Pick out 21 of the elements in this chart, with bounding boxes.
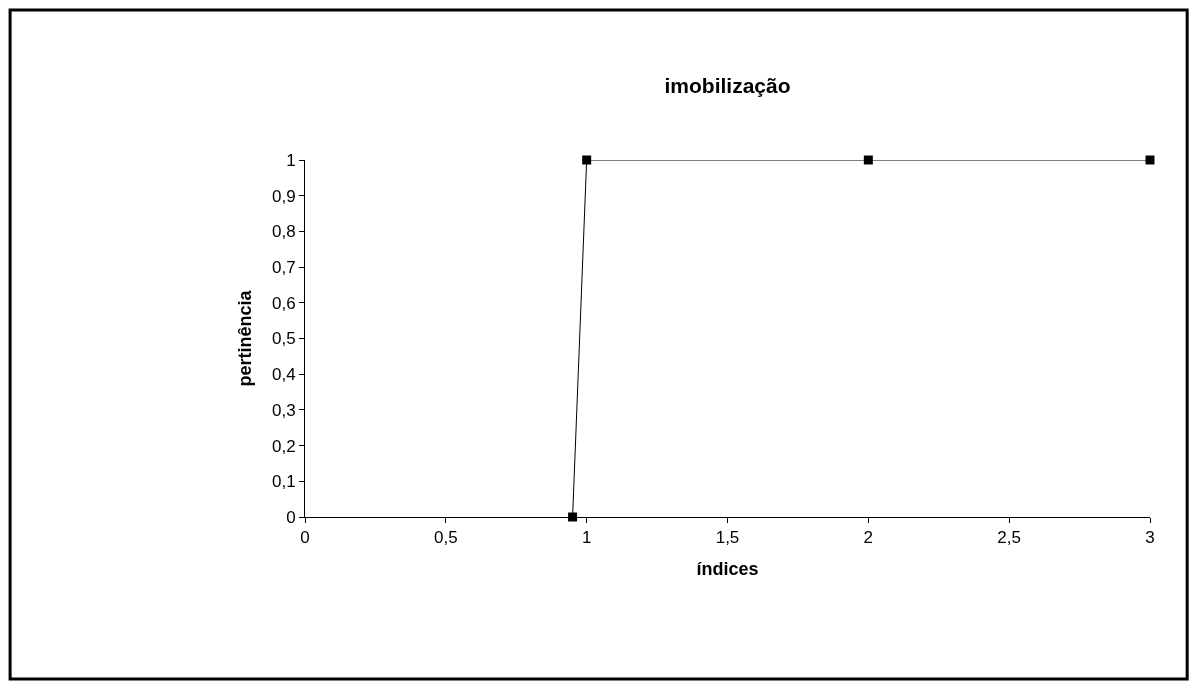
x-tick-label: 0,5	[434, 528, 458, 548]
y-axis-title: pertinência	[235, 289, 256, 387]
y-tick-label: 0,4	[271, 365, 296, 385]
y-tick-label: 0,3	[271, 400, 296, 420]
y-tick-label: 0,6	[271, 293, 296, 313]
y-tick-label: 0,7	[271, 258, 296, 278]
x-tick-label: 1	[581, 528, 592, 548]
y-tick-label: 0,9	[271, 186, 296, 206]
y-tick-label: 0	[286, 507, 296, 527]
y-tick-label: 0,2	[271, 436, 296, 456]
chart-title: imobilização	[664, 74, 791, 98]
x-axis-title: índices	[696, 558, 759, 579]
y-tick-label: 0,5	[271, 329, 296, 349]
x-tick-label: 1,5	[715, 528, 740, 548]
y-tick-label: 0,8	[271, 222, 296, 242]
y-tick-label: 0,1	[271, 472, 296, 492]
y-tick-label: 1	[286, 150, 296, 170]
x-tick-label: 2,5	[997, 528, 1021, 548]
x-tick-label: 3	[1145, 528, 1155, 548]
x-tick-label: 2	[863, 528, 874, 548]
x-tick-label: 0	[300, 528, 310, 548]
